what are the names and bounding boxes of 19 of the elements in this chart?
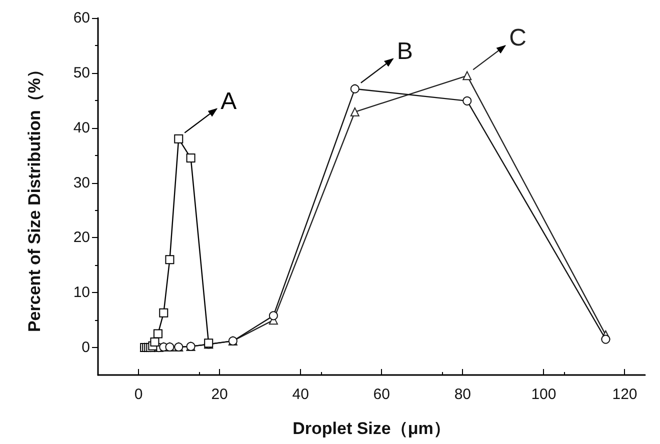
y-axis-title: Percent of Size Distribution（%） — [25, 60, 44, 332]
x-tick-label: 120 — [612, 386, 638, 403]
y-tick-label: 0 — [82, 339, 90, 356]
series-label: B — [396, 38, 413, 65]
x-tick-label: 100 — [531, 386, 556, 403]
x-tick-label: 0 — [134, 386, 143, 403]
y-tick-label: 50 — [73, 64, 90, 82]
y-tick-label: 40 — [73, 119, 90, 136]
y-tick-label: 60 — [73, 10, 90, 26]
x-tick-label: 80 — [454, 386, 472, 403]
series-label: A — [220, 88, 237, 115]
x-tick-label: 60 — [373, 386, 390, 403]
x-tick-label: 40 — [292, 386, 309, 403]
x-tick-label: 20 — [211, 386, 228, 403]
x-axis-title: Droplet Size（μm） — [292, 419, 450, 438]
y-tick-label: 20 — [73, 229, 90, 246]
y-tick-label: 10 — [73, 284, 90, 302]
series-label: C — [509, 24, 526, 52]
y-tick-label: 30 — [73, 174, 90, 192]
